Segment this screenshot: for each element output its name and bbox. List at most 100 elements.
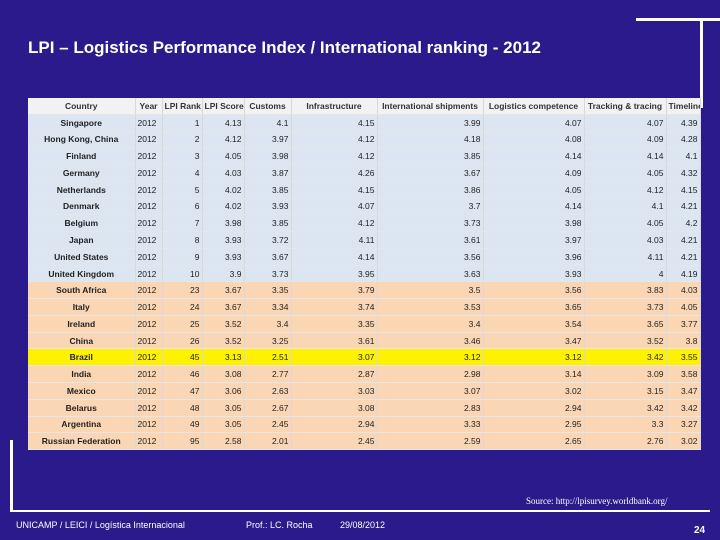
value-cell: 4.07 [483, 114, 585, 132]
value-cell: 3.85 [244, 181, 292, 199]
value-cell: 3.93 [244, 198, 292, 216]
frame-bottom-line [10, 510, 710, 512]
value-cell: 4.21 [666, 198, 701, 216]
value-cell: 4.32 [666, 164, 701, 182]
value-cell: 4.05 [483, 181, 585, 199]
value-cell: 4.07 [584, 114, 667, 132]
value-cell: 3.05 [202, 399, 245, 417]
value-cell: 3.95 [291, 265, 378, 283]
value-cell: 3.05 [202, 416, 245, 434]
value-cell: 4.19 [666, 265, 701, 283]
value-cell: 2012 [135, 131, 163, 149]
value-cell: 4.26 [291, 164, 378, 182]
value-cell: 4.1 [584, 198, 667, 216]
value-cell: 4.05 [666, 298, 701, 316]
value-cell: 26 [162, 332, 203, 350]
value-cell: 4.11 [584, 248, 667, 266]
column-header: LPI Score [202, 98, 245, 115]
country-cell: United States [28, 248, 136, 266]
value-cell: 2 [162, 131, 203, 149]
value-cell: 4.12 [584, 181, 667, 199]
country-cell: Russian Federation [28, 432, 136, 451]
table-row: Mexico 2012 47 3.06 2.63 3.03 3.07 3.02 3.15 3.47 [28, 382, 701, 400]
value-cell: 3.87 [244, 164, 292, 182]
value-cell: 2012 [135, 114, 163, 132]
country-cell: South Africa [28, 281, 136, 300]
value-cell: 4.03 [666, 281, 701, 300]
value-cell: 3.74 [291, 298, 378, 316]
value-cell: 4.15 [291, 181, 378, 199]
table-header-row: Country Year LPI Rank LPI Score Customs Infra… [28, 98, 701, 115]
value-cell: 3.09 [584, 365, 667, 384]
country-cell: Japan [28, 231, 136, 249]
table-row: Finland 2012 3 4.05 3.98 4.12 3.85 4.14 4.14 4.1 [28, 147, 701, 166]
value-cell: 3.77 [666, 315, 701, 333]
country-cell: Belgium [28, 214, 136, 233]
value-cell: 4.11 [291, 231, 378, 249]
value-cell: 3.96 [483, 248, 585, 266]
slide-title: LPI – Logistics Performance Index / Inte… [28, 38, 541, 57]
value-cell: 3.97 [483, 231, 585, 249]
value-cell: 1 [162, 114, 203, 132]
value-cell: 3.02 [483, 382, 585, 400]
country-cell: Hong Kong, China [28, 131, 136, 149]
value-cell: 3.42 [584, 399, 667, 417]
country-cell: Mexico [28, 382, 136, 400]
value-cell: 2.63 [244, 382, 292, 400]
value-cell: 3.08 [291, 399, 378, 417]
column-header: Logistics competence [483, 98, 585, 115]
table-row: United Kingdom 2012 10 3.9 3.73 3.95 3.63 3.93 4… [28, 265, 701, 283]
value-cell: 4.1 [244, 114, 292, 132]
value-cell: 2.58 [202, 432, 245, 451]
table-row: India 2012 46 3.08 2.77 2.87 2.98 3.14 3.09 3.58 [28, 365, 701, 384]
value-cell: 25 [162, 315, 203, 333]
table-row: Denmark 2012 6 4.02 3.93 4.07 3.7 4.14 4.1 4.21 [28, 198, 701, 216]
value-cell: 3.73 [584, 298, 667, 316]
value-cell: 3 [162, 147, 203, 166]
value-cell: 49 [162, 416, 203, 434]
column-header: Country [28, 98, 136, 115]
column-header: Tracking & tracing [584, 98, 667, 115]
table-row: Hong Kong, China 2012 2 4.12 3.97 4.12 4.18 4.0… [28, 131, 701, 149]
value-cell: 3.73 [244, 265, 292, 283]
column-header: LPI Rank [162, 98, 203, 115]
source-note: Source: http://lpisurvey.worldbank.org/ [526, 496, 668, 506]
value-cell: 3.93 [202, 248, 245, 266]
country-cell: Netherlands [28, 181, 136, 199]
value-cell: 23 [162, 281, 203, 300]
footer-course: UNICAMP / LEICI / Logística Internaciona… [16, 520, 185, 530]
country-cell: China [28, 332, 136, 350]
value-cell: 3.14 [483, 365, 585, 384]
page-number: 24 [694, 525, 706, 536]
value-cell: 24 [162, 298, 203, 316]
value-cell: 47 [162, 382, 203, 400]
value-cell: 4.05 [202, 147, 245, 166]
table-row: Japan 2012 8 3.93 3.72 4.11 3.61 3.97 4.03 4.21 [28, 231, 701, 249]
value-cell: 3.53 [377, 298, 484, 316]
country-cell: Italy [28, 298, 136, 316]
table-row: Germany 2012 4 4.03 3.87 4.26 3.67 4.09 4.05 4.32 [28, 164, 701, 182]
column-header: Timeliness [666, 98, 701, 115]
value-cell: 4.28 [666, 131, 701, 149]
value-cell: 2012 [135, 214, 163, 233]
value-cell: 4.18 [377, 131, 484, 149]
value-cell: 3.63 [377, 265, 484, 283]
value-cell: 4.08 [483, 131, 585, 149]
value-cell: 2012 [135, 399, 163, 417]
value-cell: 2012 [135, 315, 163, 333]
value-cell: 3.97 [244, 131, 292, 149]
value-cell: 3.72 [244, 231, 292, 249]
value-cell: 4.05 [584, 214, 667, 233]
value-cell: 48 [162, 399, 203, 417]
value-cell: 3.85 [244, 214, 292, 233]
value-cell: 4.12 [291, 214, 378, 233]
value-cell: 3.4 [377, 315, 484, 333]
value-cell: 3.67 [244, 248, 292, 266]
column-header: Year [135, 98, 163, 115]
value-cell: 3.33 [377, 416, 484, 434]
value-cell: 4.14 [291, 248, 378, 266]
value-cell: 3.15 [584, 382, 667, 400]
country-cell: India [28, 365, 136, 384]
value-cell: 3.13 [202, 348, 245, 367]
value-cell: 3.07 [291, 348, 378, 367]
